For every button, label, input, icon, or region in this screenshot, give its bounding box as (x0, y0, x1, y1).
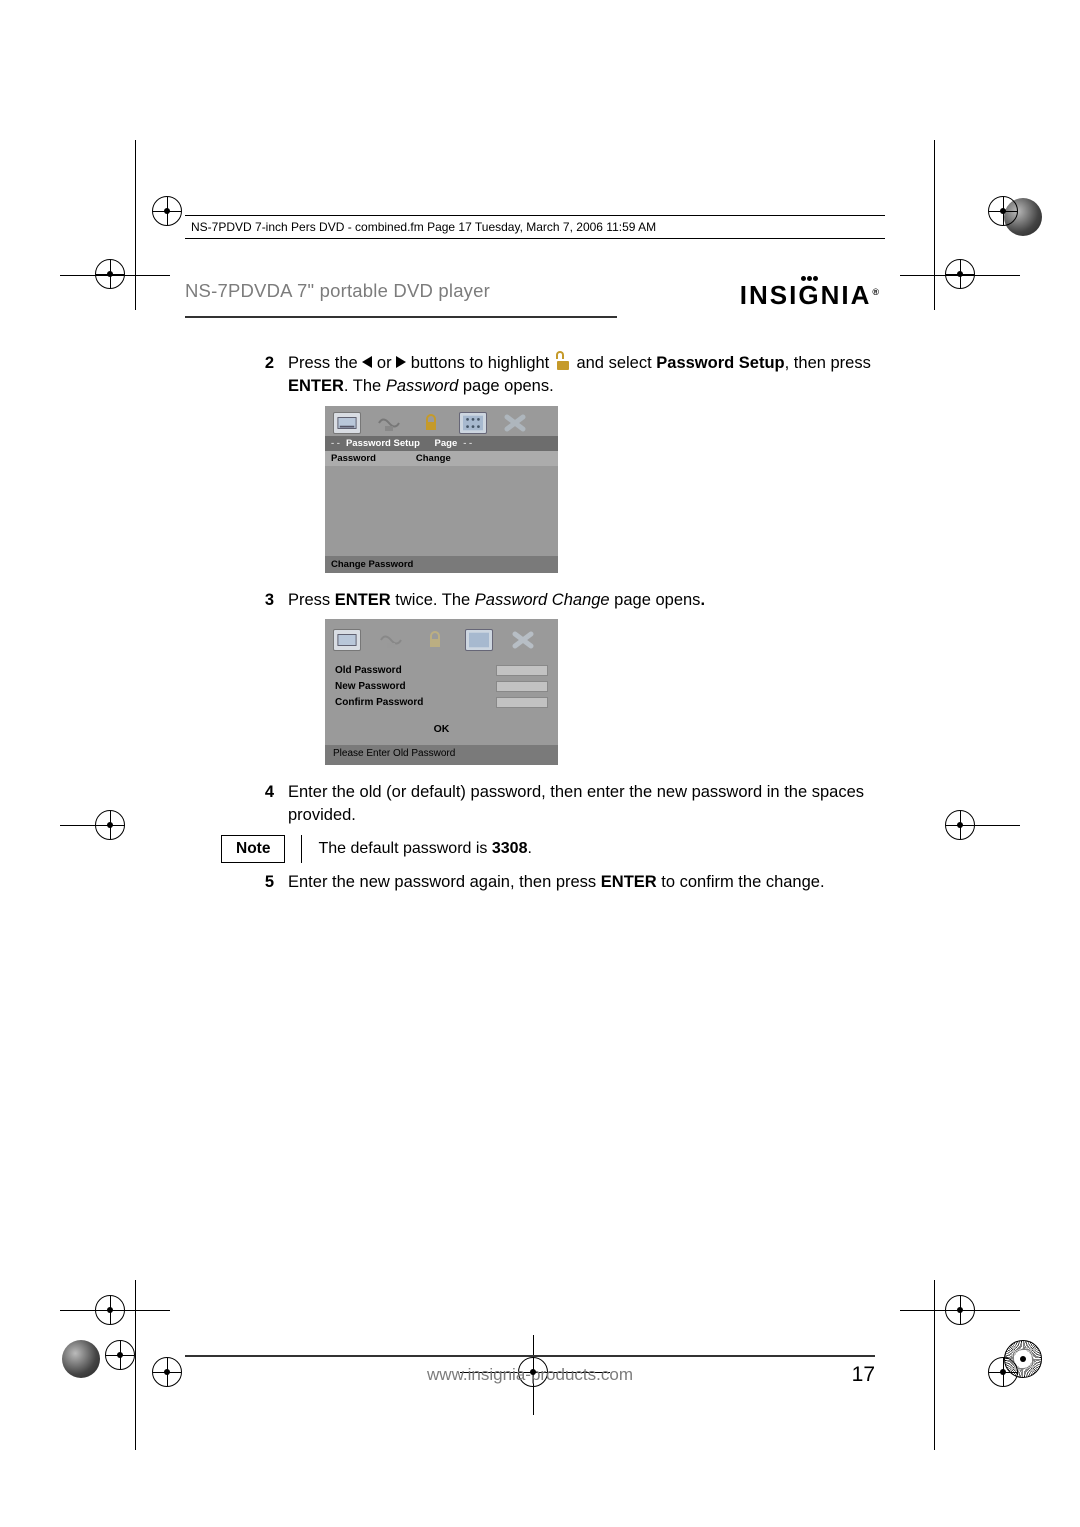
lock-tab-icon (417, 412, 445, 434)
crop-line (934, 1280, 935, 1450)
trademark: ® (872, 287, 881, 297)
general-tab-icon (333, 629, 361, 651)
page-number: 17 (852, 1363, 875, 1387)
lock-icon (554, 357, 572, 375)
step-text: Enter the old (or default) password, the… (288, 781, 880, 827)
step-3: 3 Press ENTER twice. The Password Change… (185, 589, 880, 612)
note-text: The default password is 3308. (318, 835, 531, 863)
print-banner-text: NS-7PDVD 7-inch Pers DVD - combined.fm P… (191, 220, 656, 234)
reg-crosshair (945, 259, 975, 289)
note-callout: Note The default password is 3308. (221, 835, 880, 863)
right-arrow-icon (396, 356, 406, 368)
osd-footer: Change Password (325, 556, 558, 573)
osd-field-old: Old Password (335, 665, 548, 676)
osd-item-value: Change (416, 453, 451, 464)
crop-line (135, 1280, 136, 1450)
step-number: 5 (254, 871, 274, 894)
exit-tab-icon (501, 412, 529, 434)
osd-field-confirm: Confirm Password (335, 697, 548, 708)
audio-tab-icon (377, 629, 405, 651)
new-password-input[interactable] (496, 681, 548, 692)
osd-field-new: New Password (335, 681, 548, 692)
left-arrow-icon (362, 356, 372, 368)
reg-crosshair (105, 1340, 135, 1370)
video-tab-icon (465, 629, 493, 651)
step-4: 4 Enter the old (or default) password, t… (185, 781, 880, 827)
note-label: Note (221, 835, 285, 863)
general-tab-icon (333, 412, 361, 434)
osd-tab-row (325, 619, 558, 657)
print-frame-header: NS-7PDVD 7-inch Pers DVD - combined.fm P… (185, 215, 885, 239)
video-tab-icon (459, 412, 487, 434)
osd-password-change: Old Password New Password Confirm Passwo… (325, 619, 558, 765)
crop-line (60, 825, 125, 826)
step-number: 2 (254, 352, 274, 398)
step-text: Enter the new password again, then press… (288, 871, 880, 894)
step-5: 5 Enter the new password again, then pre… (185, 871, 880, 894)
reg-crosshair (988, 196, 1018, 226)
osd-tab-row (325, 406, 558, 436)
audio-tab-icon (375, 412, 403, 434)
osd-fields: Old Password New Password Confirm Passwo… (325, 657, 558, 717)
step-text: Press ENTER twice. The Password Change p… (288, 589, 880, 612)
crop-line (60, 275, 170, 276)
osd-item-row: Password Change (325, 451, 558, 466)
step-text: Press the or buttons to highlight and se… (288, 352, 880, 398)
crop-line (60, 1310, 170, 1311)
crop-line (934, 140, 935, 310)
confirm-password-input[interactable] (496, 697, 548, 708)
exit-tab-icon (509, 629, 537, 651)
footer-url: www.insignia-products.com (427, 1365, 633, 1385)
reg-crosshair (152, 196, 182, 226)
step-number: 3 (254, 589, 274, 612)
osd-password-setup: - - Password Setup Page - - Password Cha… (325, 406, 558, 573)
content-body: 2 Press the or buttons to highlight and … (185, 317, 880, 894)
osd-ok-button[interactable]: OK (325, 717, 558, 745)
osd-title-row: - - Password Setup Page - - (325, 436, 558, 451)
reg-crosshair (988, 1357, 1018, 1387)
old-password-input[interactable] (496, 665, 548, 676)
document-header: NS-7PDVDA 7" portable DVD player INSIGNI… (185, 280, 880, 317)
brand-logo: INSIGNIA® (740, 280, 880, 311)
reg-crosshair (95, 259, 125, 289)
osd-item-label: Password (331, 453, 376, 464)
step-2: 2 Press the or buttons to highlight and … (185, 352, 880, 398)
reg-crosshair (152, 1357, 182, 1387)
osd-status-bar: Please Enter Old Password (325, 745, 558, 765)
reg-ball-bl (62, 1340, 100, 1378)
crop-line (135, 140, 136, 310)
page-content: NS-7PDVDA 7" portable DVD player INSIGNI… (185, 280, 890, 1385)
lock-tab-icon (421, 629, 449, 651)
step-number: 4 (254, 781, 274, 827)
